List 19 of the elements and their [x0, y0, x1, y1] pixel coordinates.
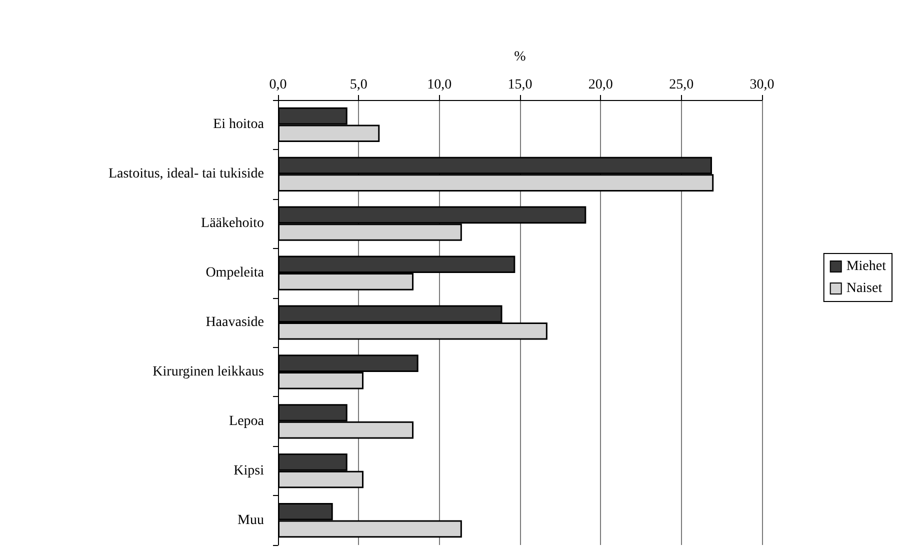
- x-tick-label: 5,0: [350, 78, 368, 92]
- x-tick-label: 20,0: [588, 78, 613, 92]
- x-tick-label: 0,0: [269, 78, 287, 92]
- legend-label: Miehet: [846, 259, 886, 274]
- legend-label: Naiset: [846, 281, 882, 296]
- y-tick-label: Haavaside: [206, 315, 264, 330]
- y-tick-label: Kirurginen leikkaus: [152, 364, 264, 380]
- x-tick-label: 25,0: [669, 78, 694, 92]
- x-axis-title: %: [514, 50, 526, 64]
- x-tick-label: 10,0: [427, 78, 452, 92]
- y-tick-label: Ompeleita: [206, 266, 265, 281]
- x-tick-label: 15,0: [508, 78, 532, 92]
- y-tick-label: Muu: [238, 512, 264, 528]
- y-tick-label: Lepoa: [229, 414, 265, 429]
- y-tick-label: Ei hoitoa: [213, 117, 265, 132]
- y-tick-label: Lastoitus, ideal- tai tukiside: [108, 166, 264, 182]
- y-tick-label: Lääkehoito: [201, 216, 264, 232]
- y-tick-label: Kipsi: [234, 463, 264, 478]
- x-tick-label: 30,0: [750, 78, 774, 92]
